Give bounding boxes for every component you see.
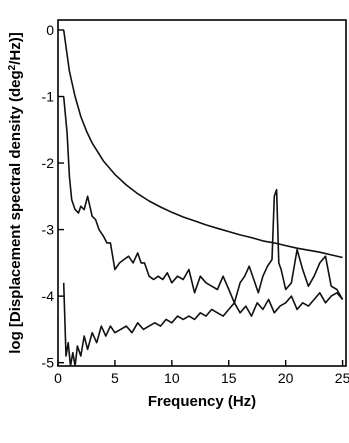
y-tick-label: -3 [42,222,55,238]
x-tick-label: 15 [221,370,237,386]
x-tick-label: 10 [164,370,180,386]
y-tick-label: -2 [42,155,55,171]
series-line-1 [62,29,343,259]
y-tick-label: -5 [42,355,55,371]
y-tick-label: -4 [42,288,55,304]
x-tick-label: 25 [335,370,349,386]
y-axis-title-superscript: 2 [7,64,18,70]
x-tick-label: 5 [111,370,119,386]
y-axis-title-main: log [Displacement spectral density (deg [7,70,24,353]
x-tick-label: 20 [278,370,294,386]
x-tick-label: 0 [54,370,62,386]
series-line-2 [62,96,344,304]
x-axis-title: Frequency (Hz) [148,393,256,410]
y-axis-title: log [Displacement spectral density (deg2… [7,32,25,353]
y-axis-title-end: /Hz)] [7,32,24,65]
plot-frame [57,19,347,367]
series-layer [62,29,344,366]
y-tick-label: 0 [46,22,54,38]
axis-ticks: 0 5 10 15 20 25 -5 -4 -3 -2 -1 0 [42,22,349,386]
series-line-3 [62,282,344,366]
y-tick-label: -1 [42,89,55,105]
